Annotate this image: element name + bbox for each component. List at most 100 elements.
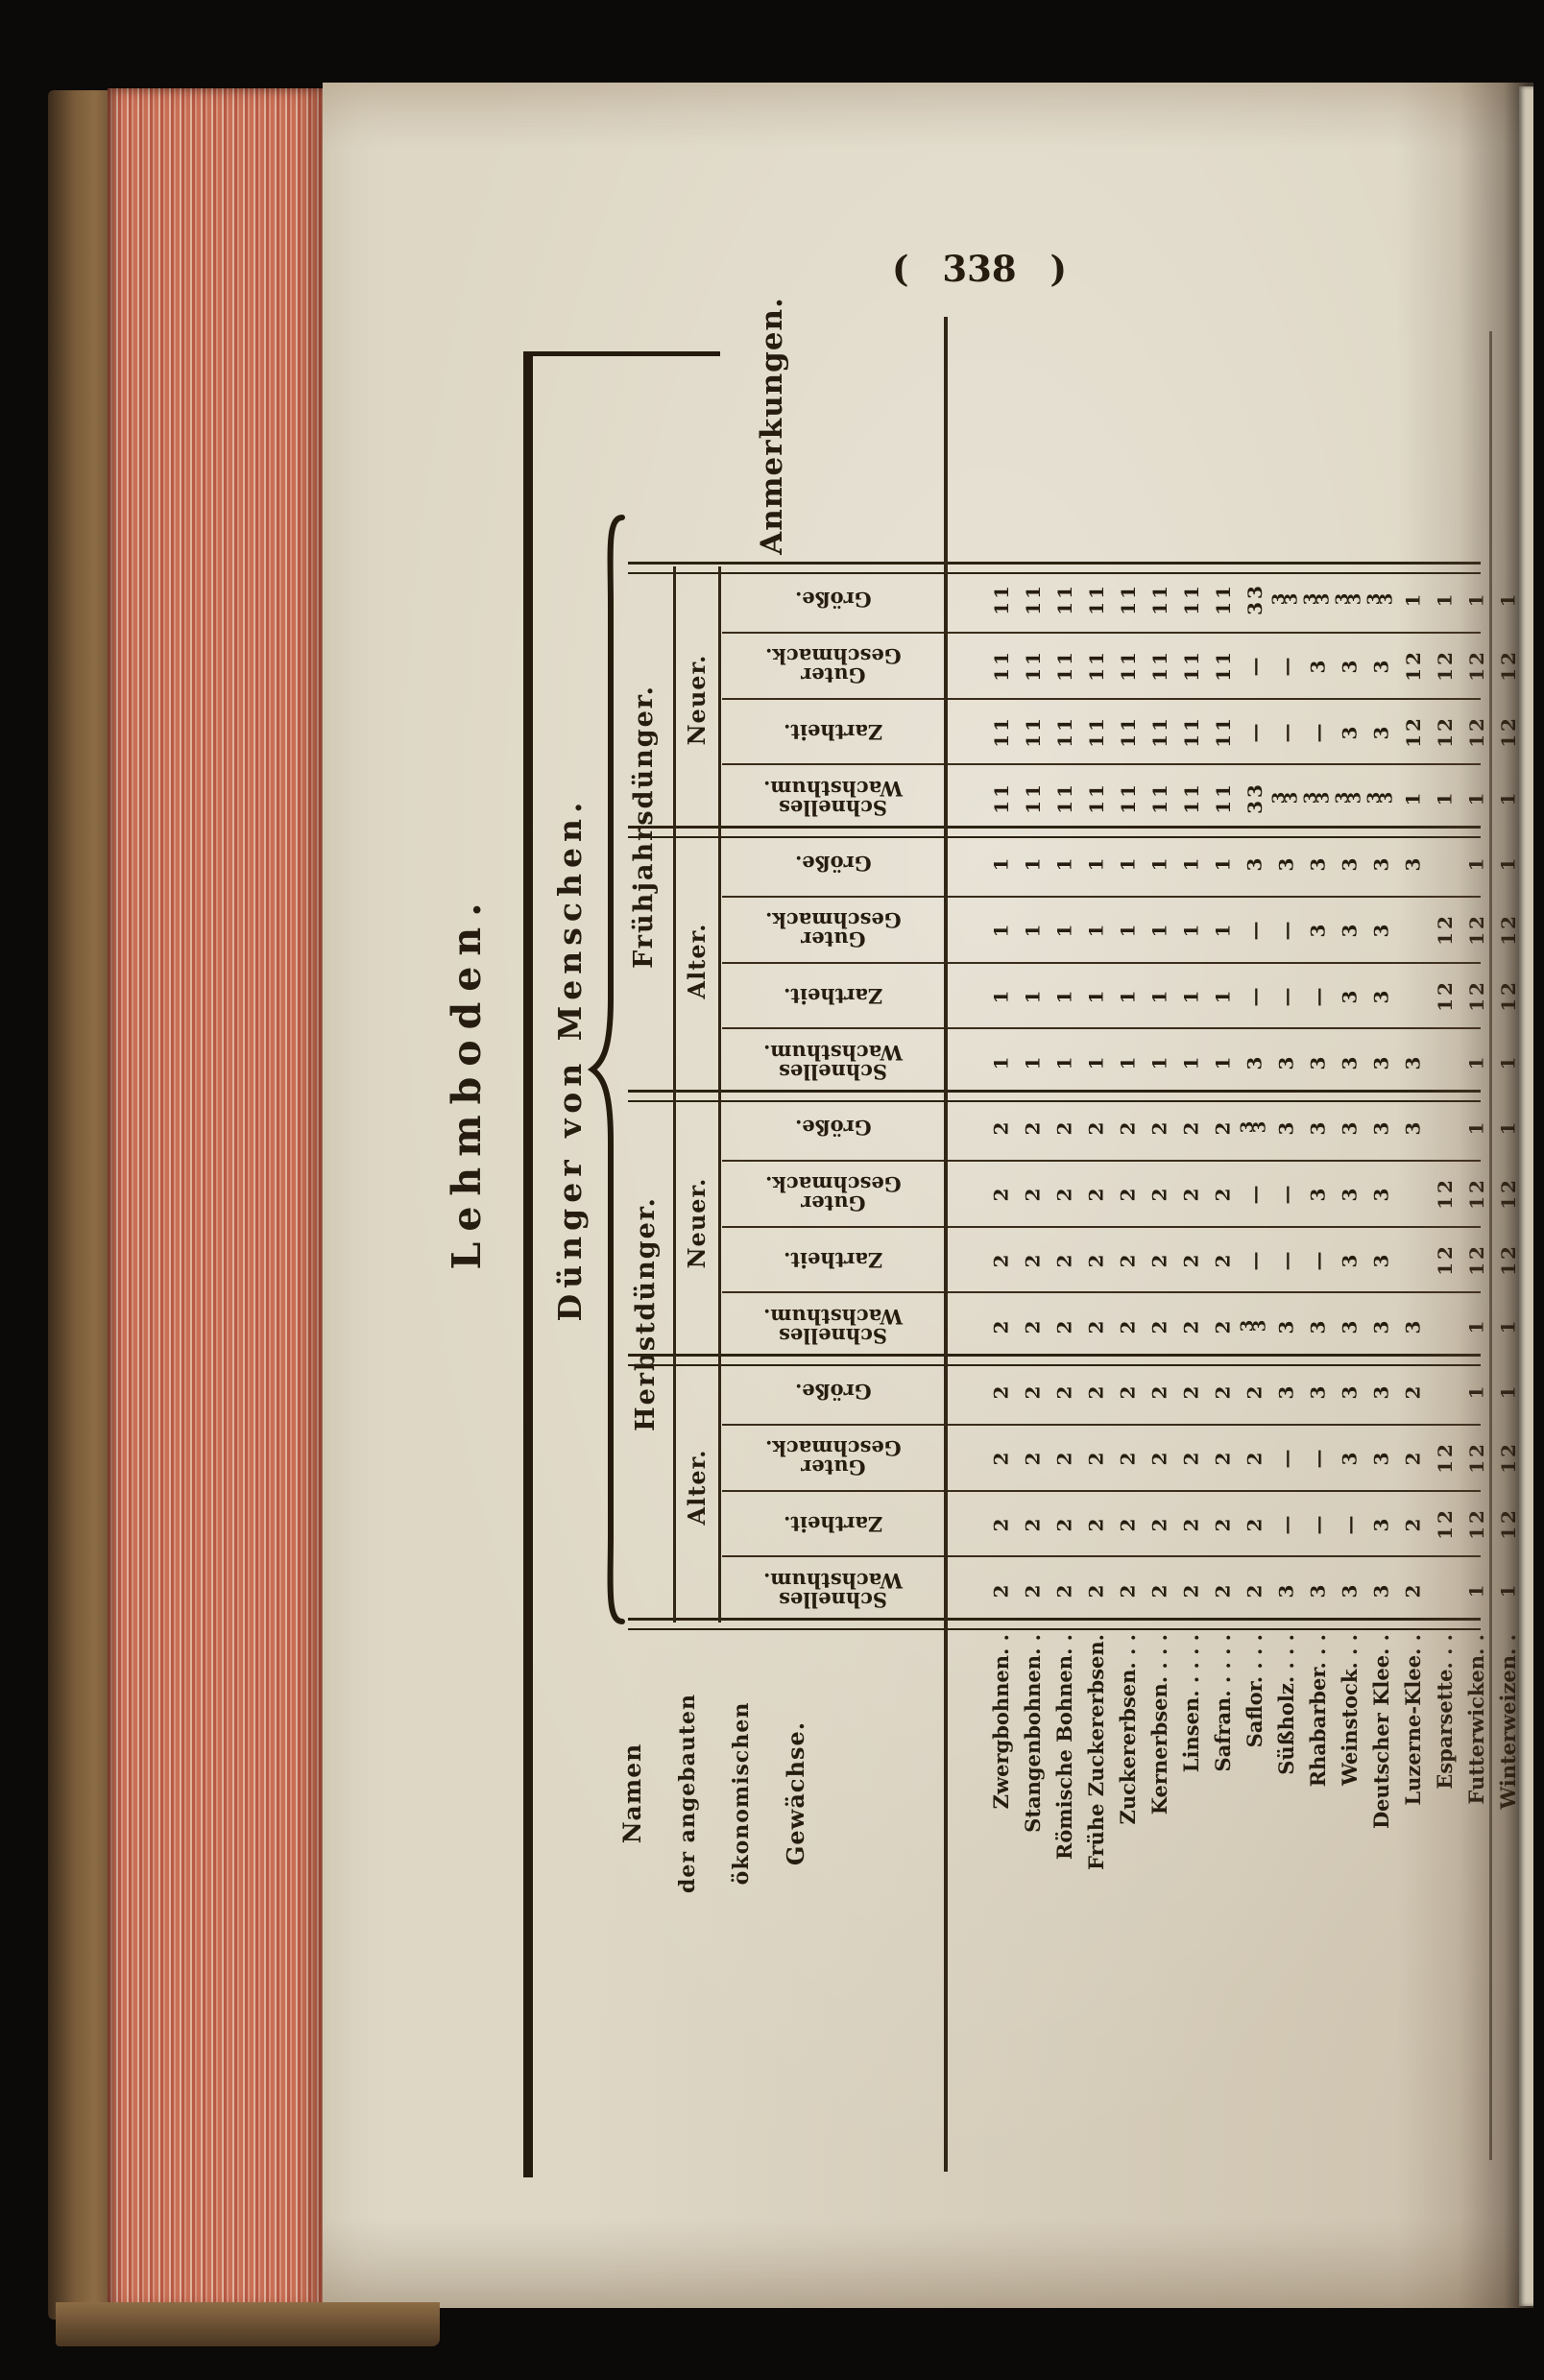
band-label: Zartheit. (784, 1511, 883, 1536)
data-cell: 1 (1021, 987, 1045, 1004)
data-cell: 11 (1211, 583, 1235, 616)
data-cell: 2 (1021, 1118, 1045, 1136)
data-cell: 2 (1084, 1118, 1108, 1136)
data-cell: 2 (1084, 1382, 1108, 1400)
data-cell: 11 (1052, 714, 1076, 748)
data-cell: 1 (1179, 854, 1203, 872)
data-cell: 2 (1242, 1449, 1267, 1466)
data-cell: 2 (1211, 1185, 1235, 1202)
data-cell: 11 (1084, 649, 1108, 683)
data-cell: 12 (1464, 1177, 1488, 1211)
data-cell: 2 (989, 1515, 1013, 1532)
data-cell: 3 3 (1363, 791, 1397, 804)
table-outer-rule (523, 351, 533, 2177)
data-cell: 11 (1211, 781, 1235, 814)
data-cell: 2 (1211, 1581, 1235, 1599)
data-cell: 3 (1306, 1118, 1330, 1136)
data-cell: 2 (989, 1581, 1013, 1599)
data-cell: 12 (1464, 913, 1488, 947)
plant-name: Futterwicken. . (1463, 1634, 1488, 1805)
band-line (722, 1225, 1481, 1228)
next-page-edge (1519, 86, 1534, 2306)
table-top-rule (523, 351, 720, 356)
book-cover-spine (48, 90, 115, 2320)
data-cell: 2 (1401, 1515, 1425, 1532)
data-cell: 2 (1021, 1581, 1045, 1599)
data-cell: 2 (1084, 1515, 1108, 1532)
plant-name: Linsen. . . . . (1178, 1634, 1203, 1773)
band-line (722, 895, 1481, 898)
data-cell: 2 (989, 1118, 1013, 1136)
data-cell: 3 (1242, 1053, 1267, 1070)
data-cell: 2 (1401, 1382, 1425, 1400)
names-header-line: Gewächse. (781, 1720, 809, 1866)
data-cell: 11 (1179, 714, 1203, 748)
data-cell: 12 (1401, 714, 1425, 748)
group-double-line (628, 826, 1481, 838)
band-label: Größe. (795, 1380, 872, 1405)
data-cell: 1 (1433, 590, 1457, 608)
page-fore-edge-red (108, 88, 325, 2310)
data-cell: 2 (1084, 1581, 1108, 1599)
plant-name: Süßholz. . . . (1273, 1634, 1298, 1775)
age-label-neuer-fruehjahr: Neuer. (682, 654, 711, 746)
data-cell: 1 (989, 921, 1013, 938)
data-cell: — (1274, 1182, 1298, 1205)
data-cell: 3 (1338, 1053, 1362, 1070)
data-cell: 12 (1464, 1506, 1488, 1540)
data-cell: 1 (1084, 921, 1108, 938)
data-cell: 3 (1274, 1053, 1298, 1070)
data-cell: 1 (989, 987, 1013, 1004)
data-cell: 2 (1021, 1449, 1045, 1466)
data-cell: 3 (1369, 921, 1393, 938)
band-line (722, 961, 1481, 964)
data-cell: 1 (1147, 987, 1171, 1004)
data-cell: 12 (1464, 1242, 1488, 1276)
data-cell: 1 (1211, 1053, 1235, 1070)
data-cell: 3 (1338, 921, 1362, 938)
data-cell: 11 (1147, 649, 1171, 683)
data-cell: 3 (1338, 723, 1362, 740)
data-cell: 33 (1242, 583, 1267, 616)
data-cell: 11 (1147, 714, 1171, 748)
data-cell: 3 (1369, 1185, 1393, 1202)
data-cell: 3 (1274, 1317, 1298, 1334)
data-cell: 11 (1147, 781, 1171, 814)
band-label: Guter Geschmack. (765, 1172, 902, 1216)
data-cell: 2 (1116, 1185, 1140, 1202)
data-cell: 11 (1116, 583, 1140, 616)
data-cell: 1 (1401, 789, 1425, 806)
data-cell: 1 (989, 1053, 1013, 1070)
band-line (722, 697, 1481, 700)
data-cell: 1 (1084, 987, 1108, 1004)
data-cell: 2 (1147, 1251, 1171, 1268)
data-cell: — (1274, 918, 1298, 941)
anmerkungen-column-label: Anmerkungen. (755, 297, 789, 555)
data-cell: 3 (1306, 657, 1330, 674)
data-cell: 3 (1369, 1382, 1393, 1400)
data-cell: 2 (989, 1382, 1013, 1400)
band-label: Schnelles Wachsthum. (763, 1040, 904, 1084)
data-cell: 11 (1116, 781, 1140, 814)
page-number: ( 338 ) (891, 248, 1067, 290)
data-cell: 1 (1021, 1053, 1045, 1070)
data-cell: 12 (1464, 714, 1488, 748)
data-cell: 1 (1433, 789, 1457, 806)
data-cell: — (1242, 1182, 1267, 1205)
data-cell: 1 (1464, 1317, 1488, 1334)
data-cell: 1 (1464, 789, 1488, 806)
plant-name: Saflor. . . . (1242, 1634, 1267, 1748)
data-cell: 1 (1401, 590, 1425, 608)
data-cell: 3 (1401, 1317, 1425, 1334)
data-cell: 3 (1369, 1317, 1393, 1334)
data-cell: 2 (1211, 1382, 1235, 1400)
data-cell: 2 (1179, 1118, 1203, 1136)
data-cell: 2 (1052, 1317, 1076, 1334)
data-cell: 3 (1369, 1515, 1393, 1532)
data-cell: 1 (1116, 921, 1140, 938)
data-cell: 12 (1401, 649, 1425, 683)
data-cell: 12 (1464, 1441, 1488, 1475)
data-cell: 11 (1179, 781, 1203, 814)
data-cell: 2 (1147, 1449, 1171, 1466)
data-cell: 2 (1211, 1515, 1235, 1532)
